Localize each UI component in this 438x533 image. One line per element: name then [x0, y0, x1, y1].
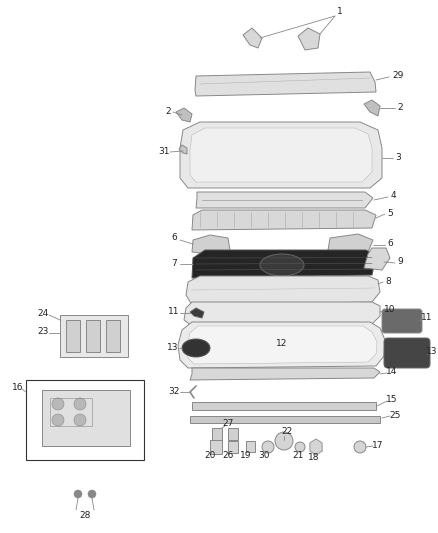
Polygon shape [195, 72, 376, 96]
FancyBboxPatch shape [382, 309, 422, 333]
Polygon shape [184, 302, 380, 326]
Ellipse shape [295, 442, 305, 452]
Ellipse shape [262, 441, 274, 453]
Ellipse shape [88, 490, 96, 498]
Ellipse shape [74, 414, 86, 426]
Bar [212, 428, 222, 440]
Bar [190, 416, 380, 423]
Text: 23: 23 [37, 327, 49, 336]
Polygon shape [192, 235, 230, 255]
Polygon shape [364, 100, 380, 116]
Text: 21: 21 [292, 451, 304, 461]
Bar [50, 398, 92, 426]
Text: 26: 26 [223, 451, 234, 461]
Text: 12: 12 [276, 340, 288, 349]
Text: 7: 7 [171, 260, 177, 269]
Bar [86, 320, 100, 352]
Bar [192, 402, 376, 410]
Text: 13: 13 [167, 343, 179, 352]
Ellipse shape [182, 339, 210, 357]
Ellipse shape [260, 254, 304, 276]
Text: 9: 9 [397, 257, 403, 266]
Text: 31: 31 [158, 148, 170, 157]
Text: 17: 17 [372, 440, 384, 449]
Text: 11: 11 [421, 313, 433, 322]
Text: 1: 1 [337, 7, 343, 17]
Polygon shape [186, 276, 380, 305]
Text: 10: 10 [384, 305, 396, 314]
Ellipse shape [354, 441, 366, 453]
Bar [228, 441, 238, 453]
Polygon shape [364, 248, 390, 270]
Bar [106, 320, 120, 352]
Text: 14: 14 [386, 367, 398, 376]
Text: 24: 24 [37, 310, 49, 319]
Bar [66, 320, 80, 352]
Ellipse shape [52, 414, 64, 426]
Text: 13: 13 [426, 348, 438, 357]
Polygon shape [180, 122, 382, 188]
Polygon shape [178, 322, 385, 368]
Text: 6: 6 [171, 233, 177, 243]
Polygon shape [196, 192, 373, 208]
Text: 5: 5 [387, 208, 393, 217]
Text: 16: 16 [12, 384, 24, 392]
Polygon shape [310, 439, 322, 455]
Text: 18: 18 [308, 453, 320, 462]
Bar [42, 390, 130, 446]
Text: 11: 11 [168, 308, 180, 317]
Text: 3: 3 [395, 154, 401, 163]
Polygon shape [243, 28, 262, 48]
Text: 27: 27 [223, 419, 234, 429]
Text: 2: 2 [165, 108, 171, 117]
Ellipse shape [74, 490, 82, 498]
Text: 19: 19 [240, 451, 252, 461]
Text: 6: 6 [387, 239, 393, 248]
Polygon shape [190, 308, 204, 318]
Bar [228, 428, 238, 440]
Text: 22: 22 [281, 427, 293, 437]
Polygon shape [190, 128, 372, 182]
Polygon shape [298, 28, 320, 50]
Polygon shape [192, 210, 376, 230]
Polygon shape [176, 108, 192, 122]
Text: 28: 28 [79, 511, 91, 520]
Bar [246, 441, 255, 452]
Polygon shape [179, 145, 187, 154]
Polygon shape [187, 326, 377, 364]
Bar [210, 440, 222, 454]
Bar [26, 380, 144, 460]
Bar [60, 315, 128, 357]
Text: 8: 8 [385, 277, 391, 286]
Ellipse shape [74, 398, 86, 410]
Ellipse shape [52, 398, 64, 410]
Text: 30: 30 [258, 451, 270, 461]
Polygon shape [192, 250, 376, 278]
Text: 25: 25 [389, 410, 401, 419]
Text: 29: 29 [392, 71, 404, 80]
Polygon shape [328, 234, 373, 255]
Text: 2: 2 [397, 102, 403, 111]
Text: 20: 20 [204, 451, 215, 461]
FancyBboxPatch shape [384, 338, 430, 368]
Text: 32: 32 [168, 387, 180, 397]
Text: 15: 15 [386, 395, 398, 405]
Text: 4: 4 [390, 191, 396, 200]
Ellipse shape [275, 432, 293, 450]
Polygon shape [190, 368, 380, 380]
